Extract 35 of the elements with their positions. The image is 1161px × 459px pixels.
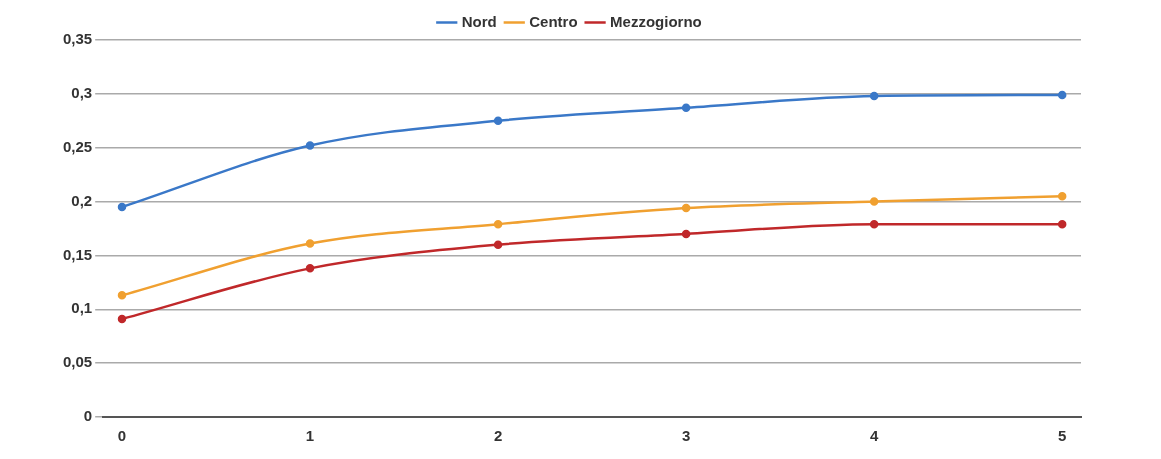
- x-tick-label: 5: [1058, 427, 1067, 445]
- x-tick-label: 4: [869, 427, 879, 445]
- legend-label: Nord: [461, 12, 497, 30]
- point: [493, 240, 503, 249]
- point: [681, 203, 691, 213]
- point: [1057, 191, 1067, 201]
- point: [117, 314, 127, 324]
- point: [493, 219, 503, 229]
- x-tick-label: 2: [493, 427, 503, 445]
- x-tick-label: 0: [117, 427, 127, 445]
- y-tick-label: 0,2: [71, 191, 93, 209]
- y-tick-label: 0,35: [62, 30, 93, 48]
- point: [117, 202, 127, 212]
- y-tick-label: 0,25: [62, 137, 93, 155]
- point: [493, 116, 503, 126]
- point: [1057, 219, 1067, 229]
- point: [869, 197, 879, 206]
- y-tick-label: 0,05: [62, 353, 93, 371]
- legend-label: Centro: [529, 12, 578, 30]
- y-tick-label: 0: [83, 407, 93, 425]
- point: [869, 91, 879, 101]
- y-tick-label: 0,1: [71, 299, 93, 317]
- point: [681, 103, 691, 113]
- point: [681, 229, 691, 239]
- x-tick-label: 1: [305, 427, 315, 445]
- legend-label: Mezzogiorno: [610, 12, 702, 30]
- point: [869, 219, 879, 229]
- x-tick-label: 3: [681, 427, 691, 445]
- point: [305, 141, 315, 150]
- point: [305, 239, 315, 248]
- point: [305, 264, 315, 273]
- y-tick-label: 0,15: [62, 245, 93, 263]
- point: [1057, 90, 1067, 100]
- y-tick-label: 0,3: [71, 84, 93, 101]
- point: [117, 291, 127, 300]
